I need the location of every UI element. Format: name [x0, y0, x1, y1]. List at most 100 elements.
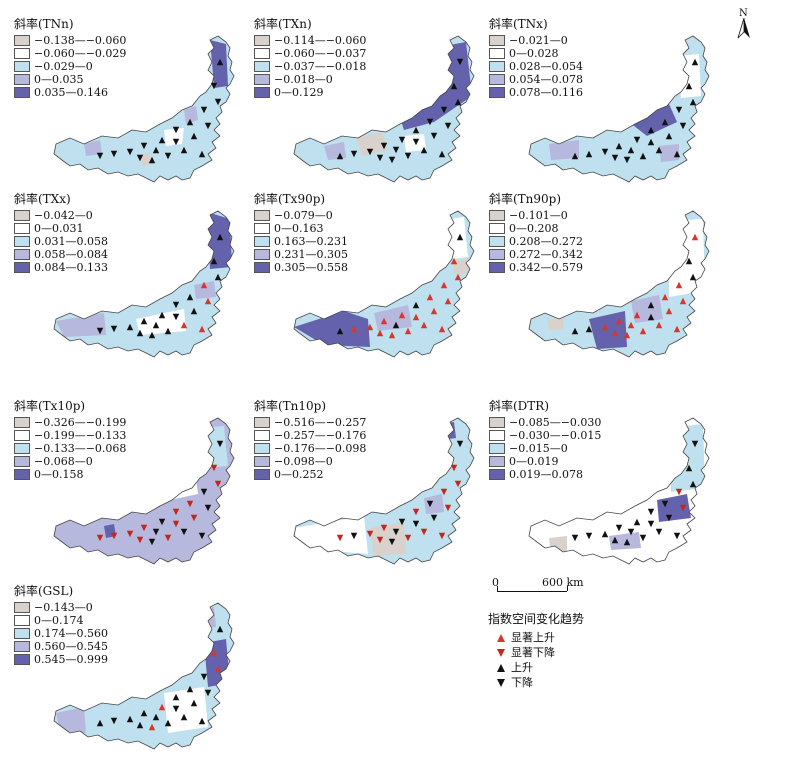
legend-row: −0.021—0	[489, 34, 583, 47]
station-marker	[412, 508, 420, 516]
legend-label: 0—0.019	[509, 455, 559, 468]
legend-row: 0—0.031	[14, 222, 108, 235]
station-marker	[148, 331, 156, 339]
legend-row: 0—0.208	[489, 222, 583, 235]
legend-row: 0—0.252	[254, 468, 366, 481]
legend-label: −0.138—−0.060	[34, 34, 127, 47]
station-marker	[136, 154, 144, 162]
station-marker	[679, 297, 687, 305]
station-marker	[366, 323, 374, 331]
region-map	[528, 210, 710, 358]
scale-tick	[497, 586, 498, 591]
station-marker	[126, 530, 134, 538]
legend-row: 0.028—0.054	[489, 60, 583, 73]
value-zone	[194, 607, 216, 629]
legend-label: 0.058—0.084	[34, 248, 108, 261]
station-marker	[454, 273, 462, 281]
legend-row: 0—0.028	[489, 47, 583, 60]
station-marker	[675, 281, 683, 289]
legend-row: −0.138—−0.060	[14, 34, 126, 47]
station-marker	[186, 500, 194, 508]
station-marker	[627, 528, 635, 536]
station-marker	[110, 532, 118, 540]
legend-swatch	[489, 430, 505, 441]
station-marker	[585, 532, 593, 540]
scale-bar: 0 600 km	[492, 576, 602, 602]
class-legend: 斜率(TNx) −0.021—0 0—0.028 0.028—0.054 0.054—0…	[489, 18, 583, 99]
station-marker	[655, 528, 663, 536]
station-marker	[430, 307, 438, 315]
region-map	[53, 35, 235, 183]
station-marker	[685, 464, 693, 472]
station-marker	[633, 136, 641, 144]
value-zone	[356, 132, 388, 156]
legend-swatch	[254, 417, 270, 428]
legend-swatch	[254, 87, 270, 98]
station-marker	[190, 699, 198, 707]
value-zone	[440, 422, 456, 440]
legend-label: 0.560—0.545	[34, 640, 108, 653]
region-border	[53, 210, 235, 358]
legend-label: 0.078—0.116	[509, 86, 583, 99]
map-title: 斜率(TNx)	[489, 17, 548, 31]
legend-label: −0.060—−0.029	[34, 47, 127, 60]
region-map	[528, 35, 710, 183]
legend-swatch	[489, 223, 505, 234]
legend-swatch	[489, 48, 505, 59]
station-marker	[689, 273, 697, 281]
station-marker	[380, 524, 388, 532]
legend-swatch	[254, 249, 270, 260]
station-marker	[398, 311, 406, 319]
legend-swatch	[489, 74, 505, 85]
station-marker	[661, 118, 669, 126]
station-marker	[204, 297, 212, 305]
station-marker	[398, 136, 406, 144]
legend-swatch	[14, 430, 30, 441]
map-panel: 斜率(TNn) −0.138—−0.060 −0.060—−0.029 −0.029—…	[0, 8, 250, 193]
legend-swatch	[489, 236, 505, 247]
station-marker	[190, 132, 198, 140]
north-label: N	[739, 8, 748, 19]
map-title: 斜率(TNn)	[14, 17, 74, 31]
station-marker	[152, 321, 160, 329]
legend-swatch	[254, 262, 270, 273]
station-marker	[679, 504, 687, 512]
station-marker	[444, 504, 452, 512]
legend-row: 0.035—0.146	[14, 86, 126, 99]
station-marker	[615, 524, 623, 532]
class-legend: 斜率(TNn) −0.138—−0.060 −0.060—−0.029 −0.029—…	[14, 18, 126, 99]
legend-label: 0.545—0.999	[34, 653, 108, 666]
down-triangle-icon	[497, 678, 505, 687]
map-title: 斜率(GSL)	[14, 584, 74, 598]
station-marker	[136, 721, 144, 729]
station-marker	[158, 136, 166, 144]
station-marker	[216, 58, 224, 66]
station-marker	[158, 703, 166, 711]
station-marker	[180, 713, 188, 721]
station-marker	[412, 313, 420, 321]
legend-label: −0.101—0	[509, 209, 568, 222]
legend-label: −0.199—−0.133	[34, 429, 127, 442]
value-zone	[424, 494, 444, 514]
station-marker	[126, 148, 134, 156]
legend-row: 0.545—0.999	[14, 653, 108, 666]
legend-row: 0.208—0.272	[489, 235, 583, 248]
trend-legend-title: 指数空间变化趋势	[488, 612, 585, 626]
legend-swatch	[14, 223, 30, 234]
station-marker	[675, 488, 683, 496]
legend-swatch	[254, 223, 270, 234]
legend-label: −0.143—0	[34, 601, 93, 614]
station-marker	[627, 321, 635, 329]
legend-label: 0—0.174	[34, 614, 84, 627]
legend-row: −0.143—0	[14, 601, 108, 614]
legend-row: −0.114—−0.060	[254, 34, 366, 47]
station-marker	[186, 685, 194, 693]
legend-row: 0.031—0.058	[14, 235, 108, 248]
value-zone	[374, 305, 412, 331]
station-marker	[450, 464, 458, 472]
station-marker	[412, 138, 420, 146]
station-marker	[440, 106, 448, 114]
station-marker	[366, 148, 374, 156]
station-marker	[164, 152, 172, 160]
station-marker	[148, 723, 156, 731]
